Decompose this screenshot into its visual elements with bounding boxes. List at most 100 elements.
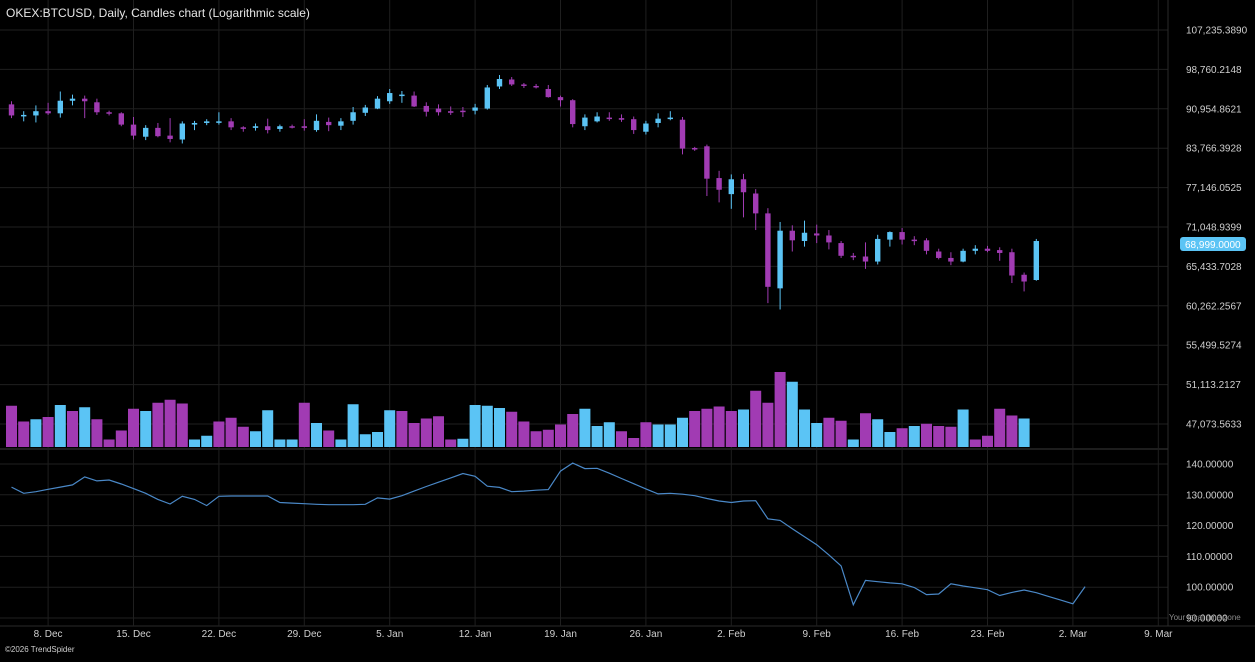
candle — [643, 120, 649, 135]
volume-bar — [6, 405, 17, 447]
volume-bar — [774, 372, 786, 447]
volume-bar — [1018, 418, 1030, 447]
volume-bar — [213, 421, 225, 447]
volume-bar — [664, 424, 676, 447]
candle-body — [850, 255, 856, 258]
candle — [472, 103, 478, 115]
candle — [69, 94, 76, 106]
candle-body — [960, 250, 966, 262]
price-tick-label: 98,760.2148 — [1186, 65, 1242, 76]
volume-bar — [298, 402, 310, 447]
indicator-tick-label: 90.00000 — [1186, 614, 1228, 625]
time-tick-label: 19. Jan — [544, 629, 577, 640]
candle — [228, 118, 234, 131]
volume-bar — [677, 417, 688, 447]
volume-bar — [372, 432, 383, 447]
candle-body — [45, 111, 51, 114]
candle-body — [313, 120, 320, 131]
time-tick-label: 9. Mar — [1144, 629, 1173, 640]
volume-bar — [250, 431, 261, 447]
candle — [57, 91, 63, 118]
candle — [801, 220, 808, 247]
candle — [899, 228, 905, 245]
candle — [496, 75, 503, 89]
candle-body — [594, 116, 600, 122]
candle-body — [606, 117, 612, 120]
candle — [179, 121, 185, 144]
candle-body — [789, 230, 795, 241]
volume-bar — [945, 426, 957, 447]
candle-body — [655, 118, 661, 123]
volume-bar — [750, 390, 762, 447]
candle-body — [801, 232, 808, 242]
volume-bar — [384, 410, 396, 447]
volume-bar — [79, 407, 91, 447]
candle — [557, 95, 564, 107]
candle-body — [496, 78, 503, 87]
volume-bar — [506, 411, 518, 447]
candle — [960, 248, 966, 263]
candle — [435, 104, 442, 116]
volume-bar — [982, 435, 993, 447]
candle-body — [240, 127, 246, 129]
candle-body — [411, 95, 417, 107]
price-badge: 68,999.0000 — [1180, 237, 1246, 251]
volume-bar — [323, 430, 335, 447]
candle-body — [179, 123, 185, 140]
volume-bar — [567, 414, 579, 447]
footer-copyright: ©2026 TrendSpider — [5, 645, 75, 654]
candle — [887, 231, 893, 247]
volume-bar — [128, 408, 139, 447]
volume-bar — [262, 410, 274, 447]
candle-body — [118, 113, 124, 125]
candle — [204, 119, 210, 126]
candles-group — [8, 75, 1039, 310]
volume-bar — [530, 431, 542, 447]
candle — [875, 234, 881, 265]
candle-body — [972, 248, 978, 251]
volume-bar — [54, 405, 66, 447]
volume-bar — [274, 439, 286, 447]
candle — [533, 83, 539, 89]
volume-bar — [152, 402, 164, 447]
time-tick-label: 9. Feb — [803, 629, 832, 640]
volume-bar — [457, 438, 469, 447]
candle-body — [936, 251, 942, 258]
price-tick-label: 83,766.3928 — [1186, 144, 1242, 155]
candle-body — [557, 97, 564, 101]
candle — [948, 252, 954, 266]
candle — [155, 122, 161, 138]
candle-body — [838, 243, 844, 256]
candle — [143, 125, 149, 141]
candle-body — [33, 111, 39, 116]
candle — [594, 112, 600, 123]
candle-body — [777, 230, 783, 289]
time-tick-label: 29. Dec — [287, 629, 321, 640]
candle — [814, 224, 820, 244]
volume-bar — [762, 402, 774, 447]
volume-bar — [616, 431, 627, 447]
candle — [265, 118, 271, 134]
volume-bar — [201, 435, 213, 447]
candle — [374, 96, 381, 110]
candle — [838, 241, 844, 258]
volume-bars-group — [6, 372, 1030, 447]
candle — [387, 88, 393, 104]
indicator-line-group — [11, 462, 1086, 607]
price-tick-label: 55,499.5274 — [1186, 341, 1242, 352]
candle — [1009, 248, 1015, 284]
volume-bar — [542, 429, 554, 447]
candle-body — [704, 146, 710, 179]
candle — [972, 245, 978, 255]
candle-body — [289, 126, 295, 128]
candle — [1033, 238, 1039, 281]
candle-body — [252, 126, 259, 128]
candle — [545, 84, 551, 98]
candle — [289, 124, 295, 129]
candle — [740, 173, 747, 218]
volume-bar — [811, 423, 823, 447]
volume-bar — [237, 426, 249, 447]
candle-body — [826, 235, 832, 243]
